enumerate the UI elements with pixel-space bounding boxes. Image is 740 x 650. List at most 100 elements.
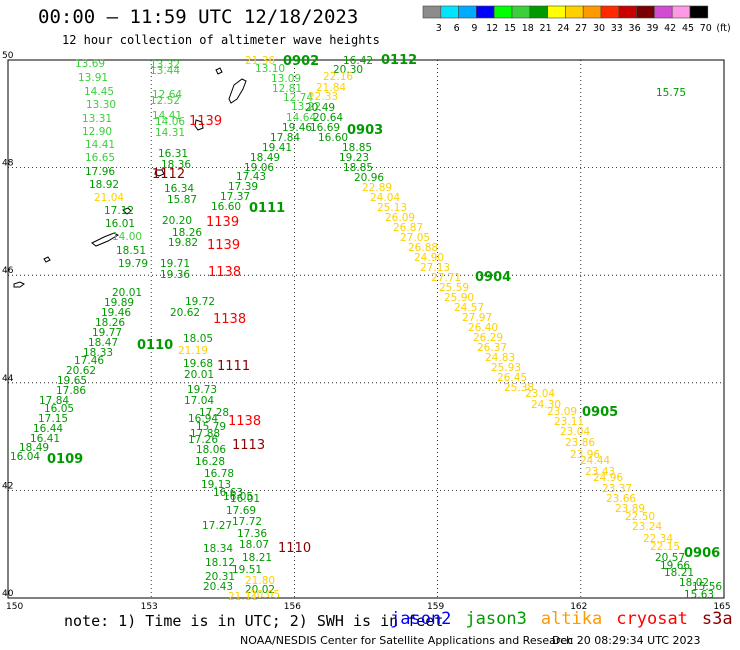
wave-height-value: 13.10 xyxy=(255,63,285,75)
wave-height-value: 25.13 xyxy=(377,202,407,214)
wave-height-value: 18.06 xyxy=(196,444,226,456)
wave-height-value: 16.60 xyxy=(318,132,348,144)
lon-label: 159 xyxy=(427,602,444,610)
wave-height-value: 23.04 xyxy=(525,388,555,400)
scale-label: 24 xyxy=(557,23,569,34)
track-time-label: 1110 xyxy=(278,541,311,556)
track-time-label: 1111 xyxy=(217,359,250,374)
satellite-altika: altika xyxy=(540,609,603,629)
wave-height-value: 20.49 xyxy=(305,102,335,114)
island-outline xyxy=(91,232,120,247)
wave-height-value: 19.46 xyxy=(101,307,131,319)
track-time-label: 0903 xyxy=(347,123,383,138)
wave-height-value: 22.34 xyxy=(643,533,673,545)
wave-height-value: 16.69 xyxy=(310,122,340,134)
island-outline xyxy=(154,169,165,177)
wave-height-value: 17.15 xyxy=(38,413,68,425)
wave-height-value: 17.37 xyxy=(220,191,250,203)
lon-label: 153 xyxy=(141,602,158,610)
wave-height-value: 18.21 xyxy=(664,567,694,579)
wave-height-value: 15.79 xyxy=(196,421,226,433)
wave-height-value: 17.27 xyxy=(202,520,232,532)
wave-height-value: 16.63 xyxy=(213,487,243,499)
wave-height-value: 18.92 xyxy=(89,179,119,191)
satellite-jason3: jason3 xyxy=(465,609,527,629)
wave-height-value: 27.71 xyxy=(431,272,461,284)
wave-height-value: 24.83 xyxy=(485,352,515,364)
color-scale-legend: 3 6 9 12 15 18 21 24 27 30 33 36 39 42 45 70 (ft) xyxy=(422,5,731,34)
wave-height-map: 50 48 46 44 42 40 150 153 156 159 162 165 13.69 13.91… xyxy=(2,51,731,610)
scale-label: 30 xyxy=(593,23,605,34)
wave-height-value: 13.69 xyxy=(75,58,105,70)
wave-height-value: 26.29 xyxy=(473,332,503,344)
wave-height-value: 20.57 xyxy=(655,552,685,564)
island-outline xyxy=(228,78,247,104)
wave-height-value: 18.21 xyxy=(242,552,272,564)
scale-swatch xyxy=(689,5,709,19)
wave-height-value: 19.77 xyxy=(92,327,122,339)
wave-height-value: 23.37 xyxy=(602,483,632,495)
wave-height-value: 18.34 xyxy=(203,543,233,555)
wave-height-value: 19.72 xyxy=(185,296,215,308)
wave-height-value: 20.64 xyxy=(313,112,343,124)
wave-height-value: 20.01 xyxy=(112,287,142,299)
wave-height-value: 16.28 xyxy=(195,456,225,468)
wave-height-value: 22.15 xyxy=(650,541,680,553)
island-outline xyxy=(122,207,132,215)
wave-height-value: 23.11 xyxy=(554,416,584,428)
wave-height-value: 18.02 xyxy=(679,577,709,589)
scale-label: 15 xyxy=(504,23,516,34)
wave-height-value: 19.13 xyxy=(201,479,231,491)
wave-height-value: 22.16 xyxy=(323,71,353,83)
wave-height-value: 18.49 xyxy=(19,442,49,454)
wave-height-value: 24.96 xyxy=(593,472,623,484)
wave-height-value: 16.65 xyxy=(85,152,115,164)
wave-height-value: 21.11 xyxy=(228,591,258,603)
scale-label: 6 xyxy=(454,23,460,34)
wave-height-value: 18.85 xyxy=(343,162,373,174)
satellite-s3a: s3a xyxy=(701,609,733,629)
wave-height-value: 24.44 xyxy=(580,455,610,467)
wave-height-value: 21.36 xyxy=(245,55,275,67)
wave-height-value: 19.36 xyxy=(160,269,190,281)
scale-label: 3 xyxy=(436,23,442,34)
scale-label: 12 xyxy=(486,23,498,34)
wave-height-value: 20.96 xyxy=(354,172,384,184)
wave-height-value: 23.09 xyxy=(547,406,577,418)
wave-height-value: 13.31 xyxy=(82,113,112,125)
track-time-label: 1139 xyxy=(189,114,222,129)
wave-height-value: 20.01 xyxy=(184,369,214,381)
wave-height-value: 17.43 xyxy=(236,171,266,183)
lon-label: 162 xyxy=(570,602,587,610)
island-outline xyxy=(194,119,204,131)
wave-height-value: 15.63 xyxy=(684,589,714,601)
wave-height-value: 23.86 xyxy=(565,437,595,449)
wave-height-value: 13.09 xyxy=(271,73,301,85)
wave-height-value: 17.96 xyxy=(85,166,115,178)
wave-height-value: 21.80 xyxy=(245,575,275,587)
wave-height-value: 17.86 xyxy=(56,385,86,397)
lat-label: 46 xyxy=(2,266,14,276)
wave-height-value: 17.84 xyxy=(270,132,300,144)
track-time-label: 0109 xyxy=(47,452,83,467)
wave-height-value: 19.65 xyxy=(57,375,87,387)
wave-height-value: 16.05 xyxy=(223,491,253,503)
track-time-label: 0905 xyxy=(582,405,618,420)
track-time-label: 1138 xyxy=(213,312,246,327)
scale-label: 36 xyxy=(629,23,641,34)
wave-height-value: 16.31 xyxy=(158,148,188,160)
satellite-jason2: jason2 xyxy=(390,609,452,629)
lat-label: 50 xyxy=(2,51,14,61)
wave-height-value: 14.06 xyxy=(155,116,185,128)
wave-height-value: 20.62 xyxy=(66,365,96,377)
scale-label: 39 xyxy=(646,23,658,34)
wave-height-value: 19.82 xyxy=(168,237,198,249)
wave-height-value: 12.90 xyxy=(82,126,112,138)
wave-height-value: 26.37 xyxy=(477,342,507,354)
wave-height-value: 23.43 xyxy=(585,466,615,478)
wave-height-value: 16.34 xyxy=(164,183,194,195)
wave-height-value: 18.49 xyxy=(250,152,280,164)
wave-height-value: 20.43 xyxy=(203,581,233,593)
wave-height-value: 19.68 xyxy=(183,358,213,370)
wave-height-value: 25.93 xyxy=(491,362,521,374)
